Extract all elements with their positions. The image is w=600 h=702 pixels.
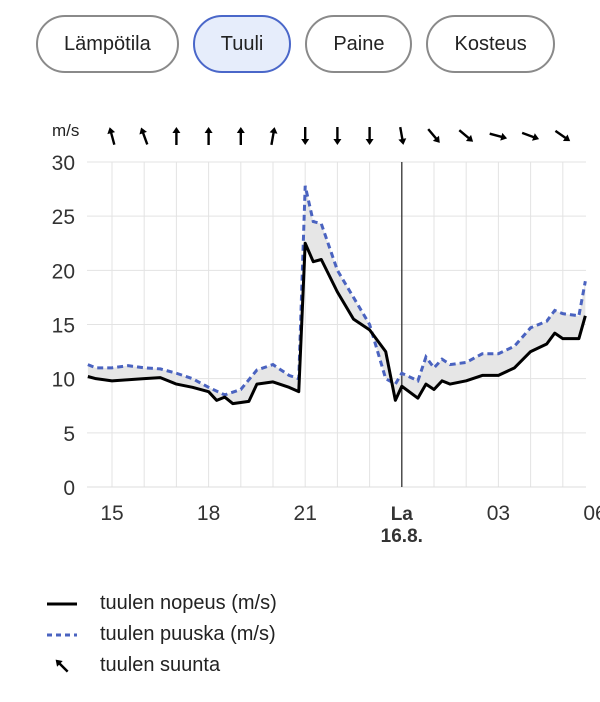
wind-arrow-icon bbox=[333, 127, 342, 145]
tab-bar: Lämpötila Tuuli Paine Kosteus bbox=[36, 15, 555, 73]
unit-label: m/s bbox=[52, 121, 79, 140]
x-tick-label: 06 bbox=[583, 502, 600, 525]
y-tick-label: 30 bbox=[52, 152, 75, 175]
tab-paine[interactable]: Paine bbox=[305, 15, 413, 73]
gust-line bbox=[87, 185, 587, 397]
y-tick-label: 0 bbox=[63, 477, 75, 500]
x-tick-label: 18 bbox=[197, 502, 220, 525]
legend-direction: tuulen suunta bbox=[44, 650, 277, 681]
speed-line bbox=[87, 241, 587, 406]
legend-gust: tuulen puuska (m/s) bbox=[44, 619, 277, 650]
legend-speed: tuulen nopeus (m/s) bbox=[44, 588, 277, 619]
legend-direction-label: tuulen suunta bbox=[100, 654, 221, 676]
x-tick-label: 15 bbox=[100, 502, 123, 525]
y-tick-label: 20 bbox=[52, 260, 75, 283]
legend-gust-label: tuulen puuska (m/s) bbox=[100, 623, 276, 645]
wind-arrow-icon bbox=[427, 128, 440, 143]
wind-arrow-icon bbox=[521, 131, 540, 141]
wind-arrow-icon bbox=[554, 129, 571, 142]
y-tick-label: 25 bbox=[52, 206, 75, 229]
tab-lmptila[interactable]: Lämpötila bbox=[36, 15, 179, 73]
tab-kosteus[interactable]: Kosteus bbox=[426, 15, 555, 73]
wind-arrow-icon bbox=[269, 127, 278, 146]
arrow-icon bbox=[44, 656, 80, 676]
tab-tuuli[interactable]: Tuuli bbox=[192, 15, 292, 73]
x-tick-label: 03 bbox=[487, 502, 510, 525]
wind-arrow-icon bbox=[301, 127, 310, 145]
wind-arrow-icon bbox=[489, 132, 508, 141]
wind-arrow-icon bbox=[236, 127, 245, 145]
y-tick-label: 15 bbox=[52, 315, 75, 338]
legend: tuulen nopeus (m/s) tuulen puuska (m/s) … bbox=[44, 588, 277, 681]
legend-speed-label: tuulen nopeus (m/s) bbox=[100, 592, 277, 614]
wind-arrow-icon bbox=[398, 126, 407, 145]
x-tick-label: 21 bbox=[294, 502, 317, 525]
wind-arrow-icon bbox=[107, 127, 116, 146]
wind-arrow-icon bbox=[365, 127, 374, 145]
wind-arrow-icon bbox=[458, 129, 474, 142]
x-tick-date: 16.8. bbox=[381, 526, 423, 547]
x-tick-label: La bbox=[391, 504, 414, 525]
y-tick-label: 10 bbox=[52, 369, 75, 392]
wind-arrow-icon bbox=[172, 127, 181, 145]
wind-arrow-icon bbox=[204, 127, 213, 145]
y-tick-label: 5 bbox=[63, 423, 75, 446]
wind-arrow-icon bbox=[139, 127, 149, 145]
